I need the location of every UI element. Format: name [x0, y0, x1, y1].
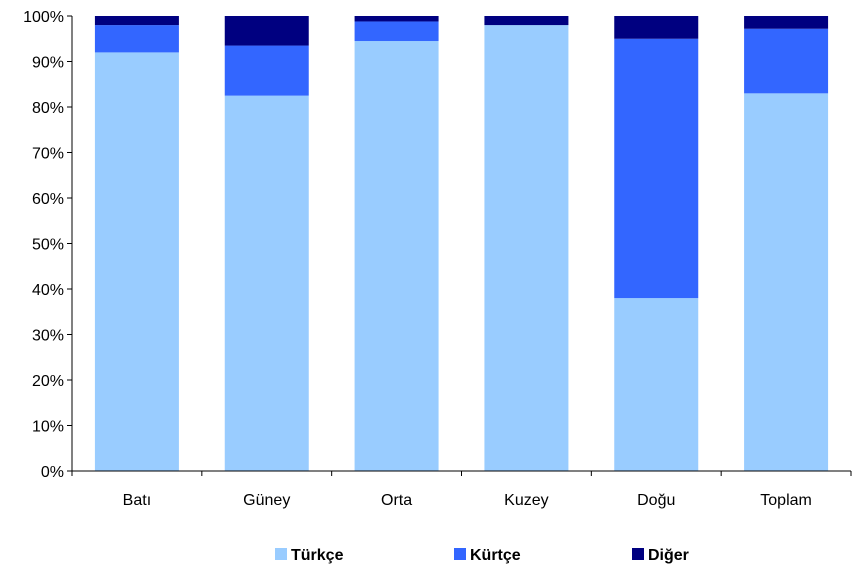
bar-3-6 — [744, 16, 829, 29]
bars-group — [94, 16, 829, 472]
bar-2-6 — [744, 28, 829, 94]
x-tick-label: Kuzey — [504, 492, 548, 509]
legend-label-1: Türkçe — [291, 547, 344, 564]
y-tick-label: 90% — [32, 55, 64, 72]
bar-1-2 — [224, 95, 309, 471]
x-tick-label: Batı — [123, 492, 151, 509]
legend-swatch-1 — [275, 548, 287, 560]
y-tick-label: 100% — [23, 9, 64, 26]
bar-3-4 — [484, 16, 569, 26]
axes-group: 0% 10% 20% 30% 40% 50% 60% 70% 80% 90% 100% Batı Gün… — [23, 9, 852, 509]
legend-swatch-3 — [632, 548, 644, 560]
x-tick-label: Güney — [243, 492, 290, 509]
y-tick-label: 20% — [32, 373, 64, 390]
bar-2-2 — [224, 45, 309, 96]
y-tick-label: 50% — [32, 237, 64, 254]
legend-label-3: Diğer — [648, 547, 689, 564]
y-tick-label: 70% — [32, 146, 64, 163]
y-tick-label: 60% — [32, 191, 64, 208]
legend-swatch-2 — [454, 548, 466, 560]
bar-3-5 — [614, 16, 699, 39]
bar-1-4 — [484, 25, 569, 471]
x-tick-label: Doğu — [637, 492, 675, 509]
x-tick-label: Toplam — [760, 492, 812, 509]
bar-3-1 — [94, 16, 179, 26]
bar-2-3 — [354, 21, 439, 42]
bar-1-3 — [354, 41, 439, 472]
legend: Türkçe Kürtçe Diğer — [275, 547, 689, 564]
bar-1-1 — [94, 52, 179, 472]
bar-1-5 — [614, 298, 699, 471]
y-tick-label: 10% — [32, 419, 64, 436]
legend-label-2: Kürtçe — [470, 547, 521, 564]
bar-1-6 — [744, 93, 829, 471]
y-tick-label: 40% — [32, 282, 64, 299]
y-tick-label: 30% — [32, 328, 64, 345]
y-tick-label: 80% — [32, 100, 64, 117]
y-tick-label: 0% — [41, 464, 64, 481]
bar-3-3 — [354, 16, 439, 22]
x-tick-label: Orta — [381, 492, 412, 509]
bar-2-5 — [614, 38, 699, 299]
bar-2-1 — [94, 25, 179, 53]
bar-3-2 — [224, 16, 309, 46]
